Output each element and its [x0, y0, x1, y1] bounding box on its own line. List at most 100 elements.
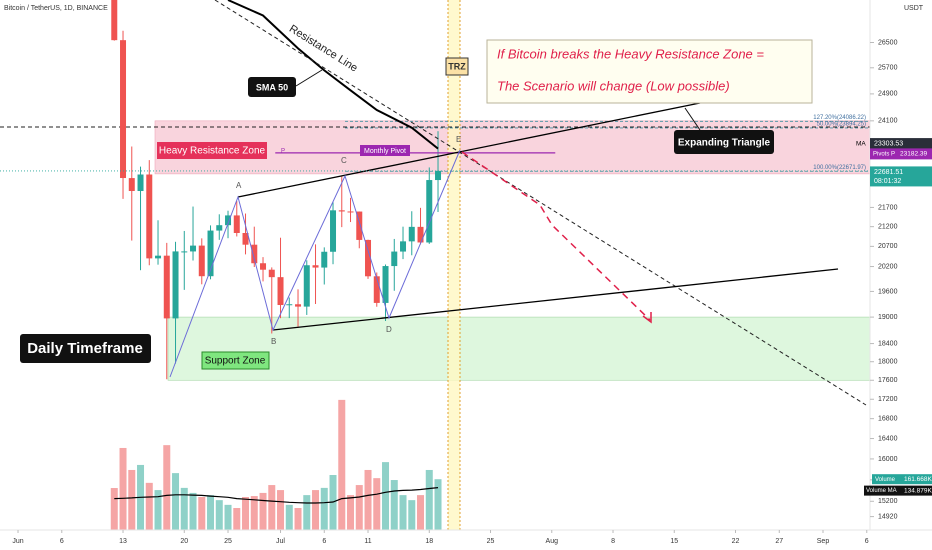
x-tick-label: 15	[670, 538, 678, 545]
candle-body	[181, 251, 188, 253]
timeframe-label: Daily Timeframe	[27, 340, 143, 357]
candle-body	[312, 265, 319, 268]
price-axis	[870, 0, 932, 550]
candle-body	[373, 276, 380, 303]
x-tick-label: Sep	[817, 538, 830, 545]
sma-line	[227, 0, 439, 150]
candle-body	[233, 215, 240, 233]
candles	[111, 0, 442, 380]
y-tick-label: 26500	[878, 39, 898, 46]
triangle-lower	[272, 268, 839, 331]
candle-body	[295, 304, 302, 307]
volume-bar	[128, 469, 136, 530]
volume-bar	[207, 495, 215, 530]
trz-box	[445, 57, 469, 76]
volume-bar	[364, 469, 372, 530]
volume-bar	[408, 500, 416, 530]
candle-body	[155, 255, 162, 259]
volume-bar	[268, 485, 276, 530]
callout-pointer	[684, 107, 701, 131]
candle-body	[400, 241, 407, 252]
candle-body	[251, 244, 258, 264]
point-label: B	[271, 337, 276, 346]
currency: USDT	[904, 5, 924, 12]
sma-label: SMA 50	[256, 82, 288, 92]
x-tick-label: 27	[775, 538, 783, 545]
projection-path	[461, 151, 651, 321]
volume-bar	[172, 473, 180, 530]
candle-body	[225, 215, 232, 226]
x-tick-label: Jul	[276, 538, 285, 545]
volume-bar	[119, 447, 127, 530]
price-label-box	[870, 166, 932, 187]
candle-body	[260, 263, 267, 270]
candle-body	[408, 226, 415, 242]
fib-label: 127.20%(24086.22)	[813, 115, 866, 121]
volume-bar	[242, 497, 250, 530]
point-label: C	[341, 156, 347, 165]
candle-body	[216, 225, 223, 231]
candle-body	[303, 265, 310, 307]
y-tick-label: 18000	[878, 359, 898, 366]
y-tick-label: 19000	[878, 314, 898, 321]
volume-bar	[355, 485, 363, 530]
volume-bar	[224, 504, 232, 530]
fib-label: 100.00%(22671.97)	[813, 165, 866, 171]
point-label: D	[386, 325, 392, 334]
volume-bar	[373, 478, 381, 530]
volume-name-box	[872, 474, 902, 485]
volume-ma-line	[114, 487, 439, 504]
y-tick-label: 20200	[878, 263, 898, 270]
candle-body	[277, 277, 284, 306]
drawings	[169, 0, 867, 406]
timeframe-box	[20, 334, 151, 363]
candle-body	[382, 266, 389, 303]
volume-bar	[180, 487, 188, 530]
x-tick-label: 20	[180, 538, 188, 545]
volume-bar	[110, 488, 118, 530]
x-tick-label: 22	[732, 538, 740, 545]
candle-body	[137, 174, 144, 192]
candle-body	[435, 170, 442, 181]
volume-ma-name-box	[864, 485, 902, 496]
candle-body	[128, 178, 135, 192]
zone-label-box	[157, 142, 267, 159]
trz-label: TRZ	[448, 61, 466, 71]
volume-bar	[215, 500, 223, 530]
point-label: A	[236, 181, 242, 190]
candle-body	[198, 245, 205, 277]
volume-bar	[145, 482, 153, 530]
x-tick-label: 6	[322, 538, 326, 545]
candle-body	[330, 210, 337, 252]
candle-body	[268, 269, 275, 278]
projection-arrow	[642, 312, 652, 324]
volume-bar	[233, 508, 241, 530]
sma-callout	[248, 77, 296, 97]
y-tick-label: 24900	[878, 91, 898, 98]
zone-label-box	[201, 351, 270, 370]
y-tick-label: 17600	[878, 377, 898, 384]
pivot-value: 23182.39	[900, 151, 927, 158]
candle-body	[356, 211, 363, 240]
resistance-line	[214, 0, 867, 406]
y-tick-label: 24100	[878, 118, 898, 125]
candle-body	[321, 251, 328, 268]
pivot-value-box	[870, 148, 932, 160]
y-tick-label: 16000	[878, 456, 898, 463]
volume-bar	[294, 508, 302, 530]
point-label: E	[456, 135, 461, 144]
volume-value-box	[902, 474, 932, 485]
ma-label-box	[870, 138, 932, 150]
triangle-label: Expanding Triangle	[678, 138, 771, 149]
volume-bar	[399, 495, 407, 530]
candle-body	[338, 210, 345, 212]
chart-title: Bitcoin / TetherUS, 1D, BINANCE	[4, 5, 108, 12]
x-tick-label: 6	[865, 538, 869, 545]
y-tick-label: 20700	[878, 243, 898, 250]
y-tick-label: 19600	[878, 288, 898, 295]
volume-bar	[425, 469, 433, 530]
volume-bar	[434, 479, 442, 530]
volume-bar	[277, 490, 285, 530]
